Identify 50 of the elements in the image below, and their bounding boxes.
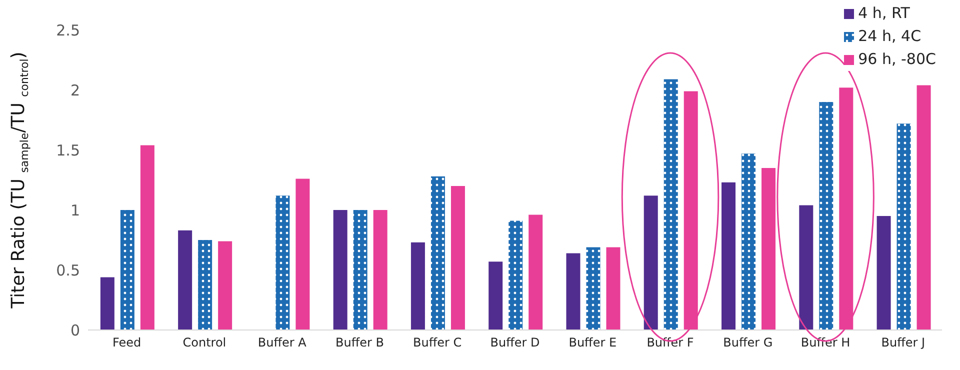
y-tick-label: 2: [70, 81, 80, 100]
y-tick-label: 1.5: [56, 141, 80, 160]
bar: [644, 196, 658, 330]
bar: [762, 168, 776, 330]
bar: [178, 230, 192, 330]
legend-label: 24 h, 4C: [858, 26, 922, 47]
bar: [742, 154, 756, 330]
bar: [276, 196, 290, 330]
x-tick-label: Buffer E: [568, 336, 617, 350]
y-tick-label: 2.5: [56, 21, 80, 40]
x-tick-label: Buffer B: [335, 336, 384, 350]
bar: [218, 241, 232, 330]
legend-label: 96 h, -80C: [858, 49, 936, 70]
bar: [819, 102, 834, 330]
y-tick-label: 1: [70, 201, 80, 220]
x-tick-label: Buffer G: [723, 336, 773, 350]
bar: [198, 240, 212, 330]
bar: [566, 253, 580, 330]
y-tick-label: 0.5: [56, 261, 80, 280]
y-tick-label: 0: [70, 321, 80, 340]
x-tick-label: Buffer A: [258, 336, 308, 350]
legend-label: 4 h, RT: [858, 3, 910, 24]
bar: [100, 277, 114, 330]
bar: [664, 79, 678, 330]
bar: [450, 186, 465, 330]
x-tick-label: Buffer D: [490, 336, 540, 350]
x-tick-label: Feed: [112, 336, 142, 350]
bar: [876, 216, 891, 330]
bar: [799, 205, 814, 330]
bar: [839, 88, 854, 330]
bar: [508, 220, 523, 330]
bar: [353, 210, 368, 330]
bar: [373, 210, 388, 330]
bar: [586, 247, 600, 330]
bar: [410, 242, 425, 330]
bar: [296, 178, 310, 330]
bar: [916, 85, 931, 330]
bar: [488, 262, 503, 330]
x-tick-label: Buffer J: [881, 336, 926, 350]
x-tick-label: Buffer C: [413, 336, 462, 350]
bar: [684, 91, 698, 330]
bar: [333, 210, 348, 330]
x-tick-label: Control: [182, 336, 226, 350]
bar: [528, 214, 543, 330]
bar: [120, 210, 134, 330]
bar: [140, 145, 154, 330]
bar: [430, 176, 445, 330]
bar: [722, 182, 736, 330]
bar: [896, 124, 911, 330]
bar: [606, 247, 620, 330]
